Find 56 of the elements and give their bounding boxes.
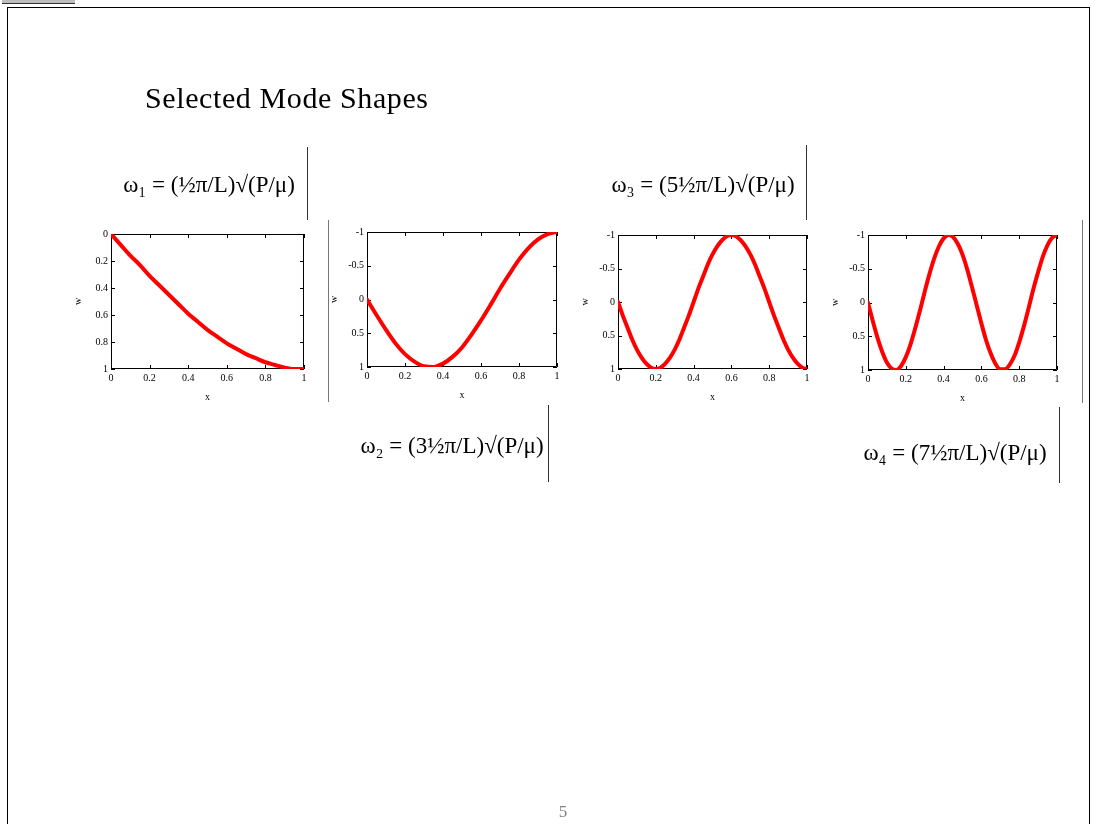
y-axis-title: w	[578, 297, 590, 306]
x-tick-label: 0.4	[937, 372, 950, 384]
y-tick-label: -0.5	[849, 262, 865, 274]
line-series	[618, 235, 807, 369]
text: 5	[558, 801, 568, 821]
y-tick-label: 0.2	[95, 254, 108, 266]
y-tick-label: 0.5	[351, 326, 364, 338]
x-tick-label: 0.6	[975, 372, 988, 384]
y-tick-label: 0.5	[852, 329, 865, 341]
y-tick-label: 0	[610, 295, 615, 307]
y-tick-label: 1	[359, 360, 364, 372]
x-tick-label: 0.6	[474, 369, 488, 381]
y-axis-title: w	[828, 298, 840, 307]
x-axis-title: x	[459, 388, 465, 400]
x-tick-label: 0.2	[143, 371, 156, 383]
y-tick-label: -1	[355, 225, 364, 237]
x-tick-label: 0.8	[762, 371, 776, 383]
x-tick-label: 0.2	[398, 369, 412, 381]
x-tick-label: 0.2	[899, 372, 913, 384]
line-series	[111, 234, 304, 369]
x-tick-label: 0.4	[436, 369, 450, 381]
x-tick-label: 0.6	[725, 371, 738, 383]
x-tick-label: 0.8	[1012, 372, 1026, 384]
y-tick-label: -1	[606, 228, 615, 240]
x-tick-label: 0.6	[220, 371, 234, 383]
x-tick-label: 0.8	[512, 369, 526, 381]
x-tick-label: 1	[1054, 372, 1060, 384]
x-axis-title: x	[710, 390, 715, 402]
y-tick-label: -1	[856, 228, 865, 240]
y-tick-label: -0.5	[599, 262, 615, 274]
y-axis-title: w	[327, 295, 339, 304]
text: ω₁ = (½π/L)√(P/μ)	[123, 171, 295, 197]
x-tick-label: 1	[301, 371, 307, 383]
line-series	[868, 235, 1057, 370]
text: ω₃ = (5½π/L)√(P/μ)	[611, 171, 795, 197]
y-tick-label: 0	[359, 293, 364, 305]
x-tick-label: 1	[804, 371, 810, 383]
y-tick-label: 0.6	[95, 308, 108, 320]
text: ω₂ = (3½π/L)√(P/μ)	[360, 432, 544, 458]
y-tick-label: 0	[860, 296, 865, 308]
chart-title: Selected Mode Shapes	[145, 81, 429, 114]
y-tick-label: 0.4	[95, 281, 108, 293]
x-axis-title: x	[205, 390, 210, 402]
y-axis-title: w	[71, 297, 83, 306]
y-tick-label: -0.5	[348, 259, 364, 271]
line-series	[367, 232, 557, 367]
x-tick-label: 1	[554, 369, 560, 381]
x-tick-label: 0.4	[181, 371, 195, 383]
x-tick-label: 0.8	[259, 371, 272, 383]
x-tick-label: 0.4	[687, 371, 700, 383]
x-tick-label: 0.2	[649, 371, 663, 383]
y-tick-label: 0.8	[95, 335, 108, 347]
y-tick-label: 0	[103, 227, 108, 239]
x-axis-title: x	[960, 391, 965, 403]
text: ω₄ = (7½π/L)√(P/μ)	[863, 439, 1047, 465]
y-tick-label: 0.5	[602, 329, 615, 341]
